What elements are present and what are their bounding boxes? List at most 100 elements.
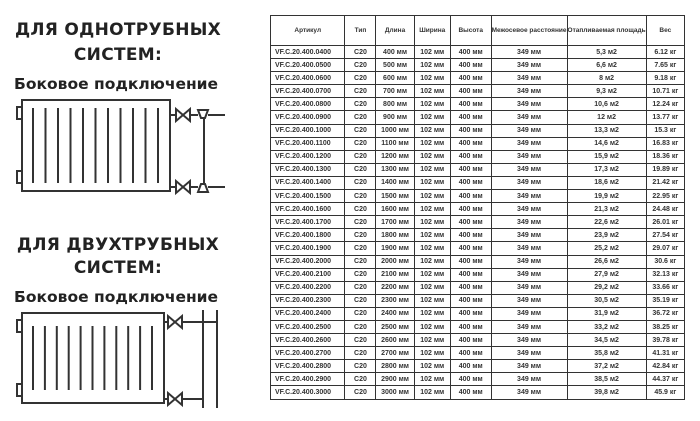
table-cell: 12 м2 xyxy=(566,110,647,125)
table-cell: C20 xyxy=(344,44,377,60)
table-row: VF.C.20.400.2800 C20 2800 мм 102 мм 400 мм 34… xyxy=(269,359,686,374)
table-cell: 400 мм xyxy=(449,71,492,86)
table-cell: 349 мм xyxy=(490,241,568,256)
table-cell: 400 мм xyxy=(449,372,492,387)
table-cell: 349 мм xyxy=(490,175,568,191)
table-cell: C20 xyxy=(344,202,377,217)
table-cell: C20 xyxy=(344,84,377,99)
table-cell: 102 мм xyxy=(413,162,451,177)
table-cell: 349 мм xyxy=(490,319,568,335)
table-cell: 41.31 кг xyxy=(645,346,686,361)
radiator-one-pipe-icon xyxy=(16,99,225,196)
table-row: VF.C.20.400.0800 C20 800 мм 102 мм 400 мм 349… xyxy=(269,97,686,112)
table-cell: 33,2 м2 xyxy=(566,319,647,335)
table-cell: 349 мм xyxy=(490,97,568,112)
table-cell: 349 мм xyxy=(490,202,568,217)
table-cell: 34,5 м2 xyxy=(566,333,647,348)
table-cell: 1400 мм xyxy=(375,175,415,191)
table-cell: 349 мм xyxy=(490,123,568,138)
table-cell: 30.6 кг xyxy=(645,254,686,269)
table-cell: 102 мм xyxy=(413,215,451,230)
table-cell: VF.C.20.400.2500 xyxy=(269,319,346,335)
table-cell: C20 xyxy=(344,333,377,348)
table-cell: 349 мм xyxy=(490,44,568,60)
table-cell: VF.C.20.400.2400 xyxy=(269,306,346,321)
table-cell: 102 мм xyxy=(413,202,451,217)
table-cell: 6.12 кг xyxy=(645,44,686,60)
table-cell: 21,3 м2 xyxy=(566,202,647,217)
table-row: VF.C.20.400.1800 C20 1800 мм 102 мм 400 мм 34… xyxy=(269,228,686,243)
table-cell: 349 мм xyxy=(490,228,568,243)
table-cell: 102 мм xyxy=(413,241,451,256)
table-cell: 37,2 м2 xyxy=(566,359,647,374)
table-cell: 9.18 кг xyxy=(645,71,686,86)
table-cell: 400 мм xyxy=(449,84,492,99)
table-cell: 349 мм xyxy=(490,71,568,86)
table-cell: C20 xyxy=(344,189,377,204)
table-cell: 400 мм xyxy=(449,319,492,335)
column-header: Длина xyxy=(375,15,415,46)
table-cell: 39.78 кг xyxy=(645,333,686,348)
table-cell: 32.13 кг xyxy=(645,267,686,282)
table-cell: 102 мм xyxy=(413,346,451,361)
table-cell: VF.C.20.400.1300 xyxy=(269,162,346,177)
table-cell: 6,6 м2 xyxy=(566,58,647,73)
table-cell: 42.84 кг xyxy=(645,359,686,374)
table-cell: 45.9 кг xyxy=(645,385,686,400)
table-cell: 400 мм xyxy=(449,175,492,191)
table-cell: C20 xyxy=(344,97,377,112)
table-cell: C20 xyxy=(344,319,377,335)
table-cell: 102 мм xyxy=(413,280,451,295)
table-cell: C20 xyxy=(344,306,377,321)
table-row: VF.C.20.400.0400 C20 400 мм 102 мм 400 мм 349… xyxy=(269,44,686,60)
table-cell: 400 мм xyxy=(449,293,492,308)
table-cell: 25,2 м2 xyxy=(566,241,647,256)
table-cell: 349 мм xyxy=(490,58,568,73)
table-cell: 13.77 кг xyxy=(645,110,686,125)
table-cell: 8 м2 xyxy=(566,71,647,86)
table-cell: 102 мм xyxy=(413,136,451,151)
table-cell: 400 мм xyxy=(449,267,492,282)
table-cell: 2000 мм xyxy=(375,254,415,269)
table-cell: C20 xyxy=(344,228,377,243)
column-header: Вес xyxy=(645,15,686,46)
table-cell: 102 мм xyxy=(413,333,451,348)
column-header: Ширина xyxy=(413,15,451,46)
table-header-row: Артикул Тип Длина Ширина Высота Межосевое рас… xyxy=(269,15,686,46)
table-row: VF.C.20.400.0500 C20 500 мм 102 мм 400 мм 349… xyxy=(269,58,686,73)
table-cell: 400 мм xyxy=(449,162,492,177)
table-cell: 27,9 м2 xyxy=(566,267,647,282)
table-cell: 1000 мм xyxy=(375,123,415,138)
table-cell: 102 мм xyxy=(413,293,451,308)
table-cell: 23,9 м2 xyxy=(566,228,647,243)
table-cell: 1500 мм xyxy=(375,189,415,204)
table-cell: 1800 мм xyxy=(375,228,415,243)
one-pipe-title-line2: СИСТЕМ: xyxy=(73,45,163,65)
table-cell: 400 мм xyxy=(449,202,492,217)
table-cell: VF.C.20.400.2200 xyxy=(269,280,346,295)
table-cell: 2300 мм xyxy=(375,293,415,308)
table-cell: 102 мм xyxy=(413,359,451,374)
table-cell: 22.95 кг xyxy=(645,189,686,204)
table-cell: 33.66 кг xyxy=(645,280,686,295)
table-cell: 400 мм xyxy=(449,44,492,60)
table-cell: 102 мм xyxy=(413,84,451,99)
table-cell: 1700 мм xyxy=(375,215,415,230)
table-cell: C20 xyxy=(344,71,377,86)
radiator-two-pipe-icon xyxy=(16,310,218,408)
table-cell: 1100 мм xyxy=(375,136,415,151)
table-cell: 2100 мм xyxy=(375,267,415,282)
table-row: VF.C.20.400.1300 C20 1300 мм 102 мм 400 мм 34… xyxy=(269,162,686,177)
table-cell: VF.C.20.400.2900 xyxy=(269,372,346,387)
table-cell: VF.C.20.400.2000 xyxy=(269,254,346,269)
table-row: VF.C.20.400.2500 C20 2500 мм 102 мм 400 мм 34… xyxy=(269,319,686,335)
table-cell: 800 мм xyxy=(375,97,415,112)
table-cell: 400 мм xyxy=(375,44,415,60)
table-cell: 1200 мм xyxy=(375,149,415,164)
table-cell: 102 мм xyxy=(413,97,451,112)
table-cell: VF.C.20.400.2300 xyxy=(269,293,346,308)
table-cell: 3000 мм xyxy=(375,385,415,400)
table-cell: 38.25 кг xyxy=(645,319,686,335)
table-cell: 14,6 м2 xyxy=(566,136,647,151)
table-row: VF.C.20.400.1200 C20 1200 мм 102 мм 400 мм 34… xyxy=(269,149,686,164)
